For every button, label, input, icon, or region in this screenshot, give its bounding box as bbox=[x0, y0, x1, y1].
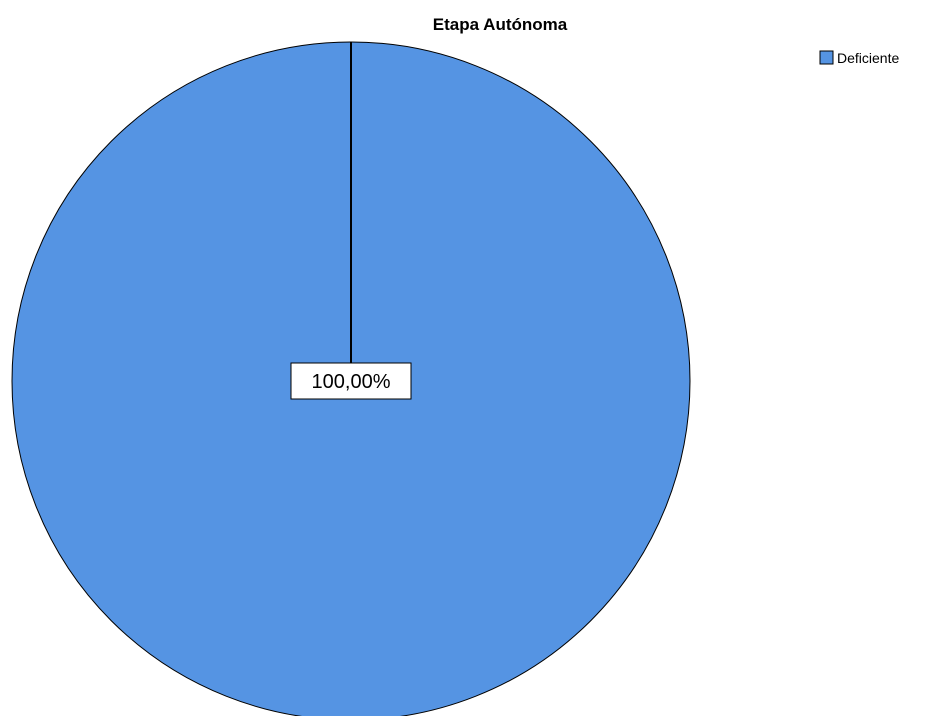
pie-data-labels: 100,00% bbox=[290, 362, 412, 400]
legend-label: Deficiente bbox=[837, 50, 899, 66]
data-label-text: 100,00% bbox=[312, 371, 391, 393]
chart-legend: Deficiente bbox=[819, 50, 899, 66]
legend-swatch bbox=[819, 50, 834, 65]
chart-title: Etapa Autónoma bbox=[433, 15, 568, 34]
data-label-box bbox=[290, 362, 412, 400]
data-label: 100,00% bbox=[290, 362, 412, 400]
